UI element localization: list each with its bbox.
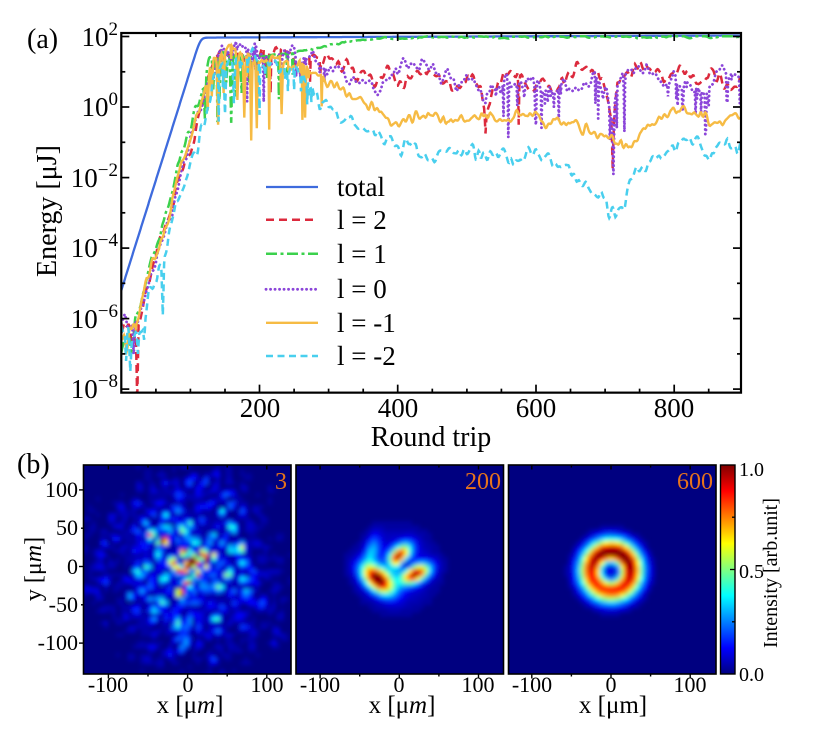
- svg-text:x [μm]: x [μm]: [579, 692, 647, 719]
- svg-text:100: 100: [462, 672, 495, 697]
- svg-text:10−4: 10−4: [71, 230, 119, 263]
- svg-text:400: 400: [378, 393, 419, 423]
- svg-text:10−2: 10−2: [71, 160, 118, 193]
- svg-text:total: total: [337, 172, 385, 202]
- svg-text:100: 100: [45, 477, 78, 502]
- svg-text:800: 800: [654, 393, 695, 423]
- svg-text:-100: -100: [300, 672, 340, 697]
- svg-text:100: 100: [674, 672, 707, 697]
- svg-text:100: 100: [251, 672, 284, 697]
- svg-text:(a): (a): [27, 24, 58, 55]
- svg-text:1.0: 1.0: [739, 459, 764, 481]
- svg-text:102: 102: [82, 19, 119, 52]
- svg-text:l = -2: l = -2: [337, 341, 396, 371]
- svg-text:Energy [μJ]: Energy [μJ]: [32, 145, 63, 277]
- svg-text:0: 0: [67, 554, 78, 579]
- svg-text:-50: -50: [49, 592, 78, 617]
- svg-text:0: 0: [606, 672, 617, 697]
- svg-text:Intensity [arb.unit]: Intensity [arb.unit]: [760, 498, 782, 648]
- svg-text:50: 50: [56, 515, 78, 540]
- svg-text:600: 600: [516, 393, 557, 423]
- svg-text:-100: -100: [38, 630, 78, 655]
- svg-text:(b): (b): [17, 449, 50, 480]
- svg-text:l = 1: l = 1: [337, 239, 387, 269]
- svg-text:3: 3: [275, 469, 287, 495]
- svg-text:l = 2: l = 2: [337, 205, 387, 235]
- svg-text:y [μm]: y [μm]: [21, 537, 47, 601]
- svg-text:600: 600: [677, 469, 713, 495]
- svg-text:-100: -100: [512, 672, 552, 697]
- svg-text:x [μm]: x [μm]: [369, 692, 436, 719]
- svg-text:200: 200: [465, 469, 501, 495]
- svg-text:Round trip: Round trip: [371, 422, 492, 453]
- svg-text:0.5: 0.5: [739, 561, 764, 583]
- svg-text:10−8: 10−8: [71, 371, 118, 404]
- svg-text:10−6: 10−6: [71, 301, 118, 334]
- svg-text:l = -1: l = -1: [337, 308, 396, 338]
- svg-text:l = 0: l = 0: [337, 274, 387, 304]
- svg-text:0.0: 0.0: [739, 664, 764, 686]
- svg-text:0: 0: [394, 672, 405, 697]
- svg-text:200: 200: [240, 393, 281, 423]
- svg-text:0: 0: [183, 672, 194, 697]
- svg-text:-100: -100: [88, 672, 128, 697]
- svg-text:100: 100: [82, 89, 119, 122]
- svg-text:x [μm]: x [μm]: [157, 692, 224, 719]
